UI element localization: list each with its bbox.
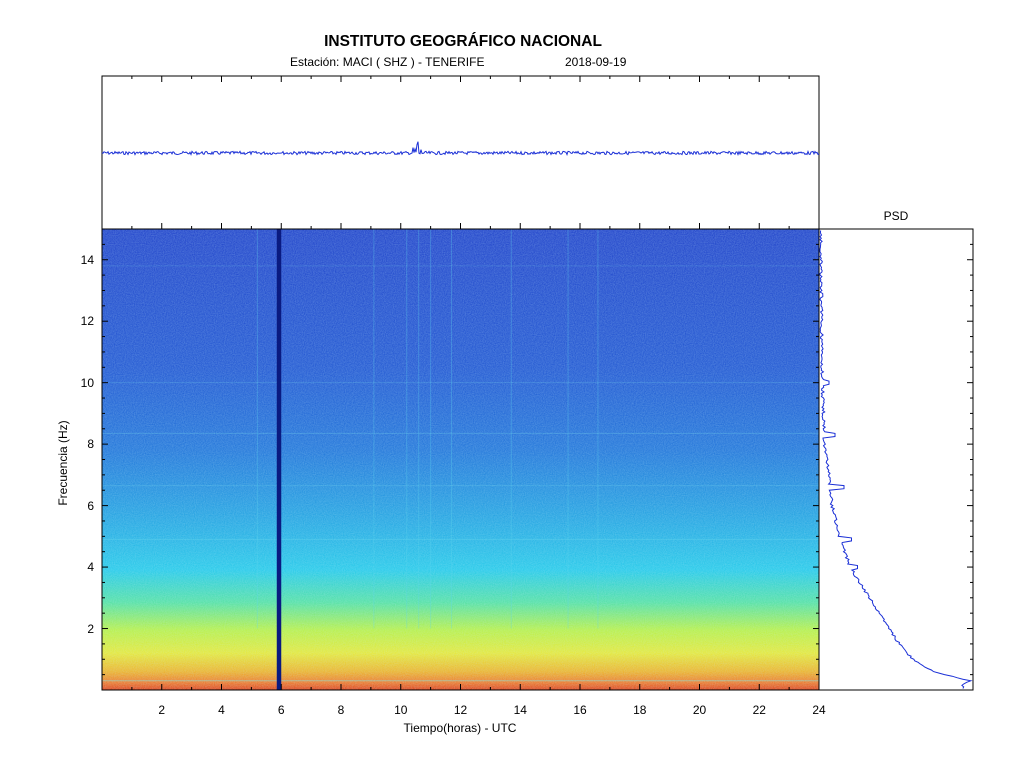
psd-ticks	[967, 228, 973, 676]
x-tick-label: 10	[394, 703, 408, 717]
x-tick-label: 8	[337, 703, 345, 717]
x-axis-label: Tiempo(horas) - UTC	[403, 721, 517, 735]
y-tick-label: 12	[80, 314, 94, 329]
data-gap	[276, 229, 282, 690]
y-tick-label: 6	[87, 498, 94, 513]
chart-title: INSTITUTO GEOGRÁFICO NACIONAL	[324, 33, 602, 50]
x-tick-label: 12	[453, 703, 468, 717]
x-tick-label: 16	[573, 703, 587, 717]
x-tick-label: 14	[513, 703, 527, 717]
y-tick-label: 10	[80, 375, 94, 390]
x-tick-label: 20	[692, 703, 707, 717]
psd-title: PSD	[883, 209, 909, 223]
spectrogram-features	[102, 229, 819, 682]
x-tick-label: 24	[812, 703, 826, 717]
y-tick-label: 14	[80, 252, 94, 267]
station-label: Estación: MACI ( SHZ ) - TENERIFE	[290, 55, 485, 69]
x-tick-label: 4	[218, 703, 225, 717]
y-axis-label: Frecuencia (Hz)	[56, 420, 70, 506]
x-tick-label: 22	[752, 703, 766, 717]
x-tick-label: 6	[277, 703, 285, 717]
x-tick-label: 2	[158, 703, 166, 717]
x-tick-label: 18	[633, 703, 647, 717]
psd-line	[819, 230, 973, 689]
y-tick-label: 2	[87, 621, 94, 636]
y-tick-label: 4	[87, 560, 94, 575]
psd-frame	[818, 228, 974, 691]
y-tick-label: 8	[87, 437, 94, 452]
seismogram-ticks	[101, 76, 820, 229]
spectrogram-noise	[102, 229, 819, 690]
seismogram-trace	[101, 141, 820, 157]
date-label: 2018-09-19	[565, 55, 627, 69]
